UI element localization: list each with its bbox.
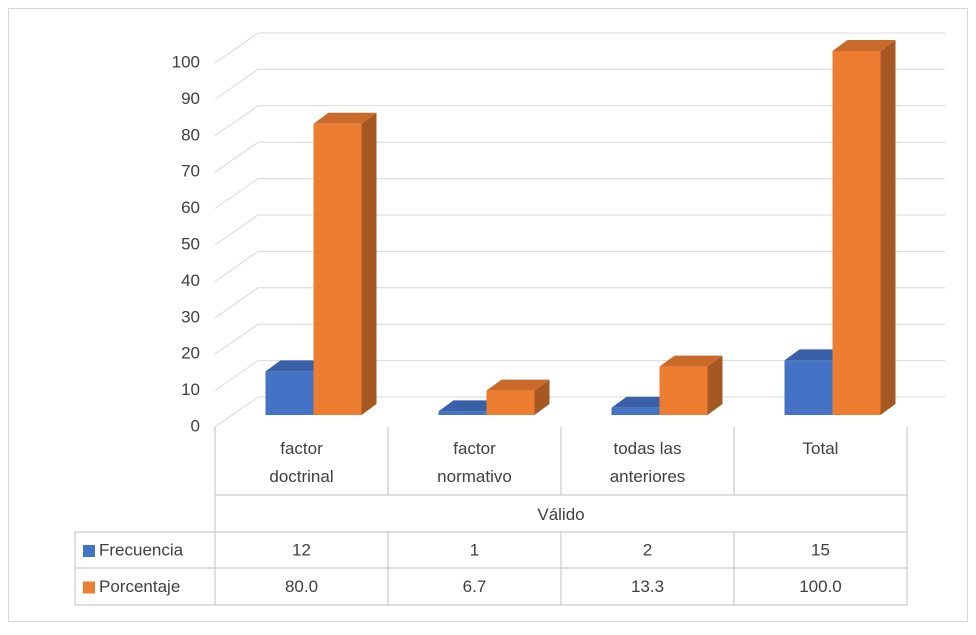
legend-swatch — [83, 581, 95, 594]
table-value: 12 — [292, 540, 311, 559]
grid-line — [214, 178, 945, 210]
bar-side — [534, 379, 550, 415]
x-tick-label-box: factor doctrinal — [269, 439, 334, 486]
bar-top — [265, 360, 329, 372]
grid-line — [214, 323, 945, 355]
chart-border — [8, 8, 968, 622]
bar — [659, 366, 708, 415]
bar-top — [832, 40, 896, 51]
grid-line — [214, 141, 945, 173]
y-tick-label: 50 — [181, 234, 200, 253]
bar-top — [438, 400, 502, 412]
table-value: 100.0 — [799, 577, 842, 596]
y-tick-label: 100 — [172, 52, 200, 71]
x-tick-label-box: todas las anteriores — [609, 439, 686, 486]
grid-line — [214, 105, 945, 137]
legend-label: Frecuencia — [99, 540, 184, 559]
grid-line — [214, 32, 945, 64]
y-tick-label: 80 — [181, 125, 200, 144]
legend-label: Porcentaje — [99, 577, 180, 596]
group-label: Válido — [537, 505, 584, 524]
table-value: 13.3 — [631, 577, 664, 596]
bar — [265, 371, 314, 415]
x-tick-label-box: Total — [802, 439, 839, 458]
bar-side — [707, 355, 723, 415]
bar-side — [880, 40, 896, 415]
grid-line — [214, 287, 945, 319]
table-value: 80.0 — [285, 577, 318, 596]
y-tick-label: 0 — [191, 416, 200, 435]
table-value: 2 — [643, 540, 652, 559]
bar — [611, 407, 660, 415]
grid-line — [214, 250, 945, 282]
legend-swatch — [83, 545, 95, 557]
bar — [438, 411, 487, 415]
y-tick-label: 40 — [181, 271, 200, 290]
bar-side — [361, 112, 377, 416]
y-tick-label: 60 — [181, 198, 200, 217]
y-tick-label: 30 — [181, 307, 200, 326]
bar — [313, 123, 362, 416]
table-value: 15 — [811, 540, 830, 559]
x-tick-label: factor doctrinal — [269, 439, 334, 486]
x-tick-label: todas las anteriores — [609, 439, 686, 486]
y-tick-label: 20 — [181, 344, 200, 363]
table-value: 1 — [470, 540, 479, 559]
y-tick-label: 90 — [181, 89, 200, 108]
bar — [784, 360, 833, 415]
bar-top — [659, 355, 723, 367]
x-tick-label: factor normativo — [437, 439, 512, 486]
bar-top — [486, 379, 550, 391]
bar-top — [784, 349, 848, 361]
bar — [832, 51, 881, 415]
x-tick-label: Total — [802, 439, 839, 458]
bar — [486, 390, 535, 415]
bar-top — [313, 112, 377, 124]
grid-line — [214, 214, 945, 246]
y-tick-label: 10 — [181, 380, 200, 399]
x-tick-label-box: factor normativo — [437, 439, 512, 486]
y-tick-label: 70 — [181, 162, 200, 181]
table-value: 6.7 — [463, 577, 487, 596]
grid-line — [214, 68, 945, 100]
bar-top — [611, 396, 675, 408]
